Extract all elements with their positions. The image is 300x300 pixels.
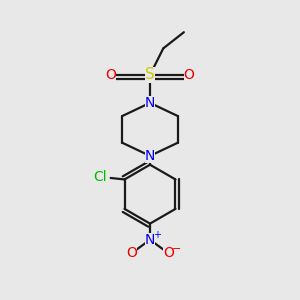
Text: +: + [153,230,161,239]
Text: N: N [145,96,155,110]
Text: O: O [184,68,195,82]
Text: N: N [145,149,155,163]
Text: S: S [145,68,155,82]
Text: N: N [145,233,155,247]
Text: O: O [163,246,174,260]
Text: O: O [126,246,137,260]
Text: −: − [172,244,181,254]
Text: Cl: Cl [94,170,107,184]
Text: O: O [105,68,116,82]
